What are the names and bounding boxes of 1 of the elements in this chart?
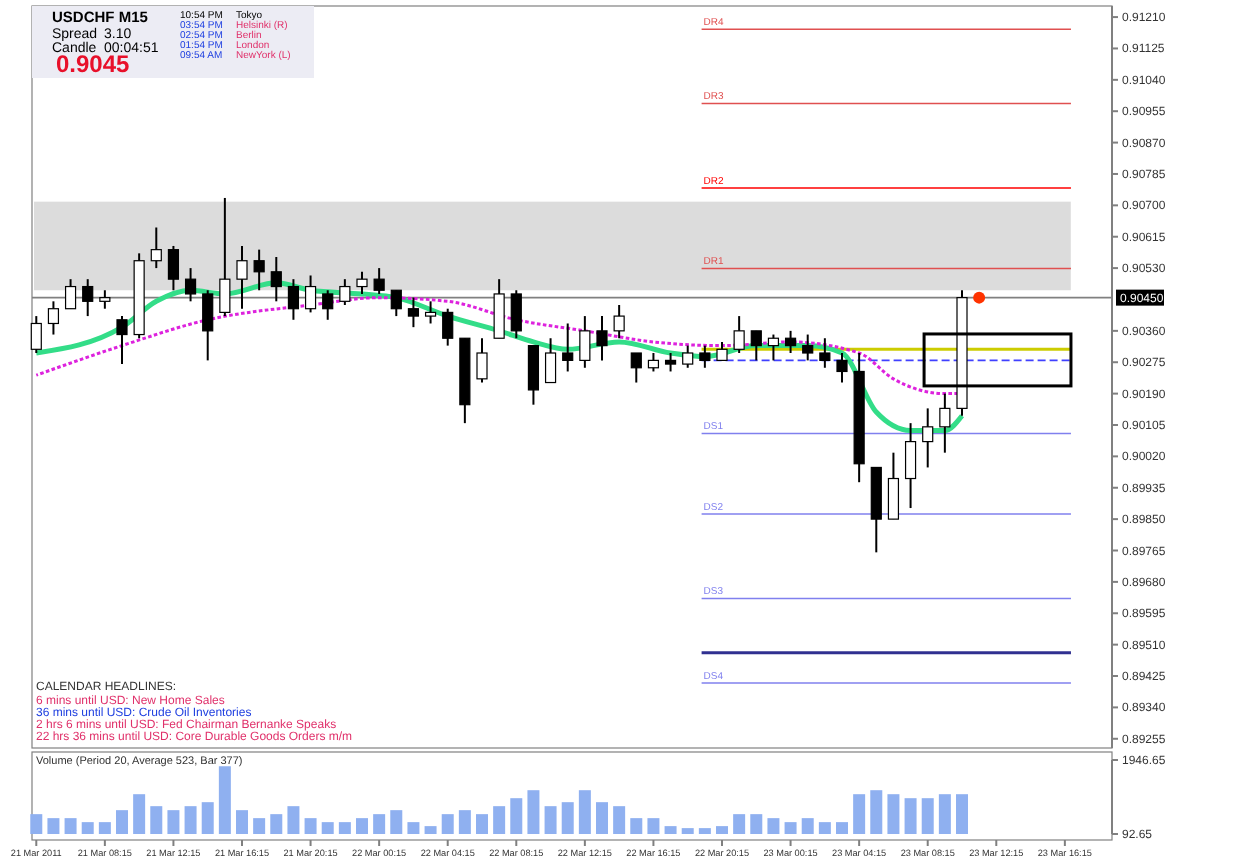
annotation: 0.9045 (56, 50, 131, 78)
